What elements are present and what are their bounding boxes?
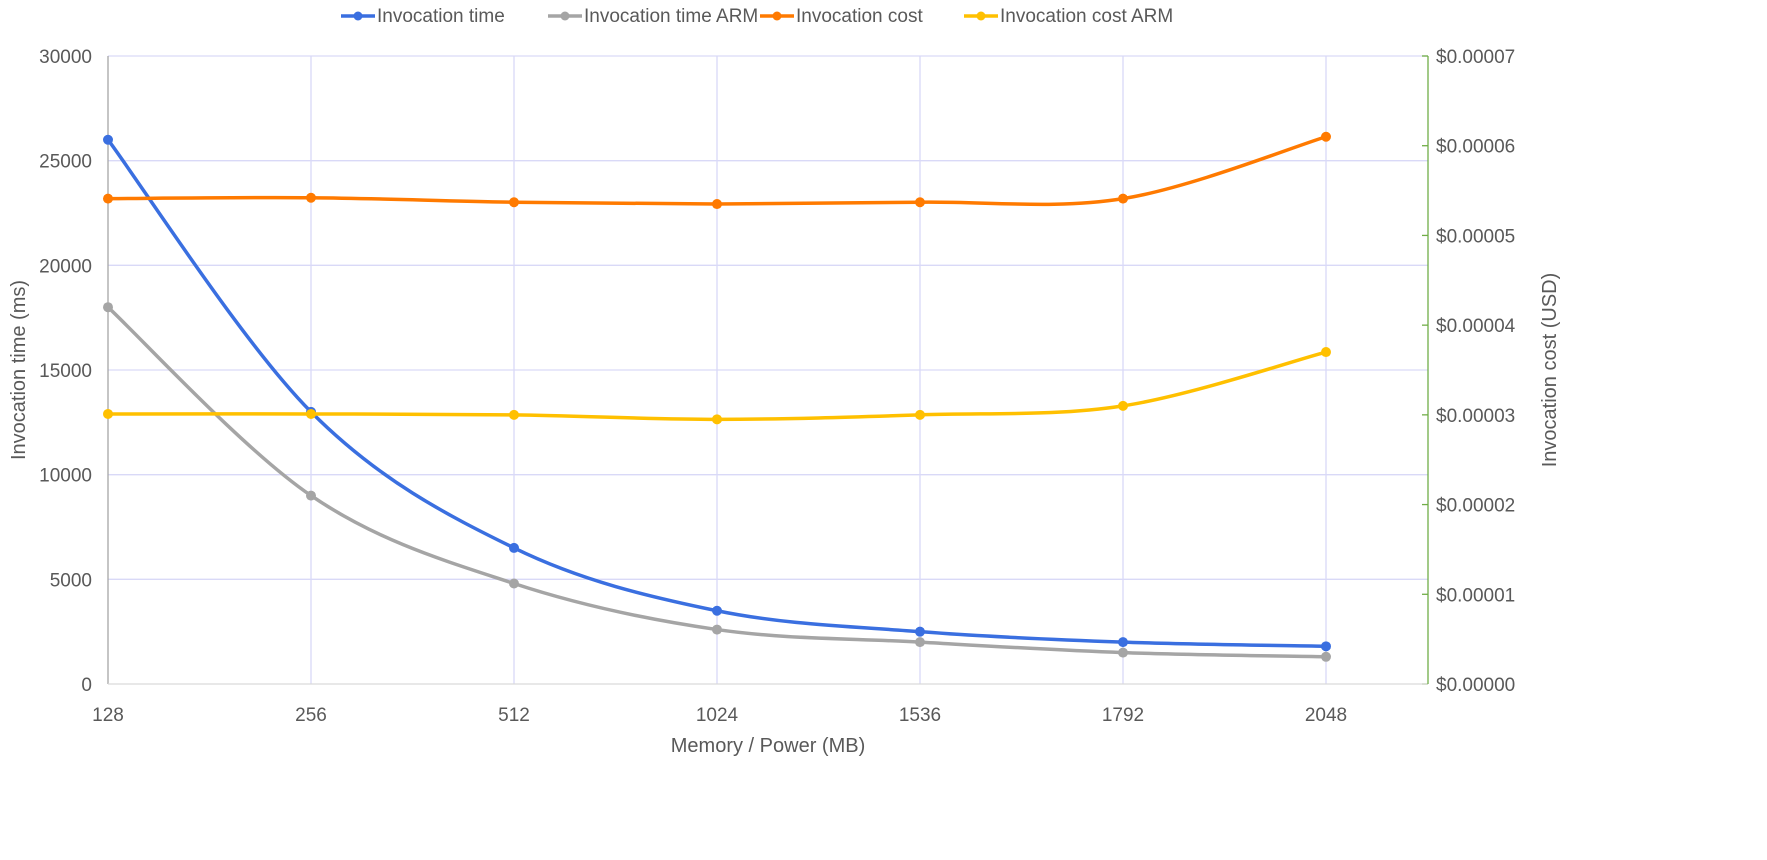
data-point-invocation-time-arm	[712, 624, 722, 635]
data-point-invocation-time-arm	[1118, 647, 1128, 658]
y2-tick-label: $0.00007	[1436, 47, 1515, 68]
y-tick-label: 0	[81, 675, 92, 696]
data-point-invocation-cost	[1321, 131, 1331, 142]
y2-tick-label: $0.00002	[1436, 496, 1515, 517]
data-point-invocation-cost-arm	[1118, 400, 1128, 411]
data-point-invocation-time-arm	[509, 578, 519, 589]
legend-label: Invocation cost	[796, 6, 923, 27]
x-axis-title: Memory / Power (MB)	[671, 735, 865, 757]
gridlines	[108, 55, 1428, 684]
data-point-invocation-time-arm	[103, 302, 113, 313]
legend-marker	[353, 11, 363, 21]
data-point-invocation-time	[509, 542, 519, 553]
data-point-invocation-cost-arm	[509, 409, 519, 420]
y2-tick-label: $0.00001	[1436, 585, 1515, 606]
y-tick-label: 10000	[39, 466, 92, 487]
axes: 0 5000 10000 15000 20000 25000 30000 $0.00000 $0…	[39, 47, 1516, 726]
data-point-invocation-time	[1321, 641, 1331, 652]
legend: Invocation time Invocation time ARM Invoca…	[341, 6, 1173, 27]
legend-item-invocation-time-arm: Invocation time ARM	[548, 6, 758, 27]
data-point-invocation-time	[1118, 637, 1128, 648]
data-point-invocation-time	[915, 626, 925, 637]
legend-label: Invocation cost ARM	[1000, 6, 1173, 27]
series-invocation-time-arm	[103, 302, 1331, 662]
legend-label: Invocation time ARM	[584, 6, 758, 27]
x-tick-label: 128	[92, 705, 124, 726]
y2-tick-label: $0.00000	[1436, 675, 1515, 696]
data-point-invocation-cost-arm	[712, 414, 722, 425]
x-tick-label: 2048	[1305, 705, 1347, 726]
data-point-invocation-cost	[306, 192, 316, 203]
legend-item-invocation-cost: Invocation cost	[760, 6, 923, 27]
y2-tick-label: $0.00006	[1436, 137, 1515, 158]
series-group	[103, 131, 1331, 662]
series-invocation-cost-arm	[103, 347, 1331, 425]
y-axis-title: Invocation time (ms)	[8, 280, 30, 460]
y2-tick-label: $0.00003	[1436, 406, 1515, 427]
legend-item-invocation-cost-arm: Invocation cost ARM	[964, 6, 1173, 27]
data-point-invocation-cost-arm	[103, 408, 113, 419]
legend-marker	[976, 11, 986, 21]
legend-marker	[772, 11, 782, 21]
x-tick-label: 1024	[696, 705, 739, 726]
data-point-invocation-cost-arm	[306, 408, 316, 419]
data-point-invocation-cost	[915, 197, 925, 208]
y-tick-label: 5000	[50, 570, 92, 591]
data-point-invocation-cost	[1118, 193, 1128, 204]
data-point-invocation-cost-arm	[915, 409, 925, 420]
y-tick-label: 30000	[39, 47, 92, 68]
y-tick-label: 25000	[39, 152, 92, 173]
data-point-invocation-time-arm	[1321, 651, 1331, 662]
series-invocation-cost	[103, 131, 1331, 210]
data-point-invocation-time-arm	[915, 637, 925, 648]
data-point-invocation-cost	[712, 199, 722, 210]
data-point-invocation-cost-arm	[1321, 347, 1331, 358]
y2-tick-label: $0.00004	[1436, 316, 1516, 337]
data-point-invocation-cost	[509, 197, 519, 208]
y-tick-label: 20000	[39, 256, 92, 277]
x-tick-label: 1792	[1102, 705, 1144, 726]
y2-tick-label: $0.00005	[1436, 226, 1515, 247]
x-tick-label: 1536	[899, 705, 941, 726]
legend-marker	[560, 11, 570, 21]
data-point-invocation-time-arm	[306, 490, 316, 501]
data-point-invocation-time	[103, 134, 113, 145]
legend-label: Invocation time	[377, 6, 505, 27]
x-tick-label: 512	[498, 705, 530, 726]
y2-axis-title: Invocation cost (USD)	[1539, 273, 1561, 468]
x-tick-label: 256	[295, 705, 327, 726]
data-point-invocation-time	[712, 605, 722, 616]
y-tick-label: 15000	[39, 361, 92, 382]
legend-item-invocation-time: Invocation time	[341, 6, 505, 27]
data-point-invocation-cost	[103, 193, 113, 204]
